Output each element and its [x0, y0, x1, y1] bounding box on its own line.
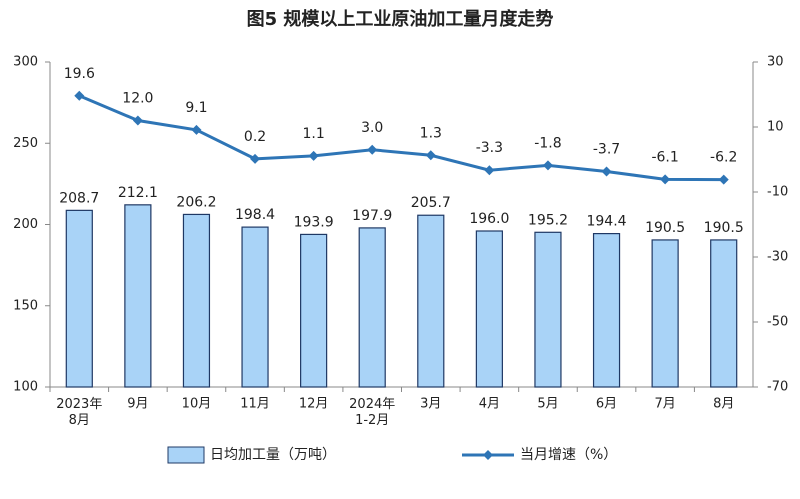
- bar-value-label: 205.7: [411, 195, 451, 211]
- bar-value-label: 190.5: [645, 220, 685, 236]
- bar-value-label: 212.1: [118, 185, 158, 201]
- bar: [651, 239, 679, 388]
- x-tick-label: 9月: [127, 397, 148, 412]
- x-tick-label: 10月: [182, 397, 212, 412]
- y2-tick-label: -10: [767, 185, 788, 200]
- y-tick-label: 100: [13, 380, 38, 395]
- legend-marker: [483, 450, 493, 460]
- x-tick-label: 12月: [299, 397, 329, 412]
- line-value-label: 1.3: [420, 125, 442, 141]
- x-tick-label: 4月: [479, 397, 500, 412]
- line: [78, 94, 724, 182]
- line-value-label: -3.3: [476, 140, 503, 156]
- bar: [592, 233, 621, 388]
- line-value-label: 1.1: [302, 126, 324, 142]
- line-value-label: -1.8: [534, 135, 561, 151]
- line-value-label: 19.6: [64, 66, 95, 82]
- x-tick-label: 11月: [240, 397, 270, 412]
- line-value-label: 0.2: [244, 129, 266, 145]
- x-tick-label: 6月: [596, 397, 617, 412]
- line-marker: [542, 160, 553, 171]
- line-marker: [250, 153, 261, 164]
- bar: [534, 231, 562, 388]
- y-tick-label: 250: [13, 136, 38, 151]
- legend-label: 当月增速（%）: [520, 447, 617, 463]
- chart-title: 图5 规模以上工业原油加工量月度走势: [247, 8, 554, 30]
- bar: [475, 230, 503, 388]
- line-value-label: 9.1: [185, 100, 207, 116]
- x-tick-label: 7月: [654, 397, 675, 412]
- line-value-label: 12.0: [122, 91, 153, 107]
- bar-value-label: 196.0: [469, 211, 509, 227]
- bar: [358, 227, 386, 388]
- x-tick-label: 5月: [537, 397, 558, 412]
- y2-tick-label: -70: [767, 380, 788, 395]
- bar-value-label: 198.4: [235, 207, 275, 223]
- x-tick-label: 2024年 1-2月: [349, 397, 395, 428]
- bar: [65, 209, 93, 388]
- y-tick-label: 200: [13, 217, 38, 232]
- bar: [182, 213, 211, 388]
- y2-tick-label: -30: [767, 250, 788, 265]
- y2-tick-label: 10: [767, 120, 784, 135]
- y-tick-label: 300: [13, 55, 38, 70]
- bar: [300, 233, 328, 388]
- bar-value-label: 195.2: [528, 212, 568, 228]
- line-marker: [191, 124, 202, 135]
- bar: [124, 204, 152, 388]
- line-marker: [601, 166, 612, 177]
- bar-value-label: 194.4: [586, 214, 626, 230]
- line-marker: [660, 174, 671, 185]
- bar-value-label: 193.9: [294, 214, 334, 230]
- line-value-label: -6.2: [710, 150, 737, 166]
- line-marker: [484, 165, 495, 176]
- bar-value-label: 197.9: [352, 208, 392, 224]
- line-value-label: -3.7: [593, 142, 620, 158]
- line-marker: [425, 150, 436, 161]
- bar-value-label: 206.2: [176, 194, 216, 210]
- y2-tick-label: 30: [767, 55, 784, 70]
- line-marker: [74, 90, 85, 101]
- line-marker: [367, 144, 378, 155]
- line-value-label: -6.1: [651, 149, 678, 165]
- bar: [241, 226, 269, 388]
- bar: [417, 214, 445, 388]
- line-marker: [132, 115, 143, 126]
- bar: [710, 239, 738, 388]
- bar-value-label: 190.5: [704, 220, 744, 236]
- legend-swatch: [167, 446, 205, 464]
- x-tick-label: 2023年 8月: [56, 397, 102, 428]
- bar-value-label: 208.7: [59, 190, 99, 206]
- line-value-label: 3.0: [361, 120, 383, 136]
- y-tick-label: 150: [13, 298, 38, 313]
- y2-tick-label: -50: [767, 315, 788, 330]
- x-tick-label: 8月: [713, 397, 734, 412]
- x-tick-label: 3月: [420, 397, 441, 412]
- legend-label: 日均加工量（万吨）: [210, 447, 336, 463]
- line-marker: [308, 150, 319, 161]
- line-marker: [718, 174, 729, 185]
